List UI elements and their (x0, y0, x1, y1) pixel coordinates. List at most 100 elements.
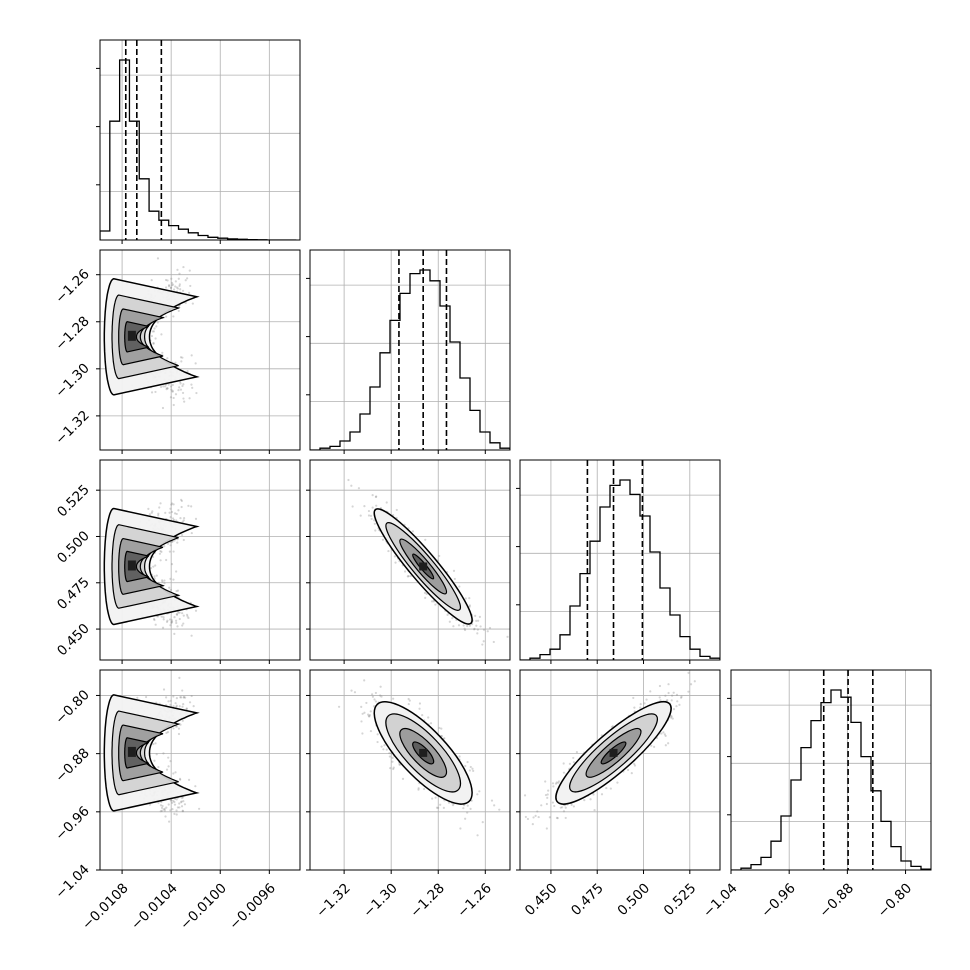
scatter-point (391, 760, 394, 763)
scatter-point (181, 624, 184, 627)
scatter-point (174, 702, 177, 705)
scatter-point (173, 616, 176, 619)
scatter-point (183, 400, 186, 403)
scatter-point (616, 781, 619, 784)
scatter-point (645, 698, 648, 701)
scatter-point (163, 807, 166, 810)
scatter-point (169, 703, 172, 706)
scatter-point (664, 744, 667, 747)
scatter-point (166, 357, 169, 360)
scatter-point (190, 634, 193, 637)
scatter-point (466, 811, 469, 814)
scatter-point (180, 796, 183, 799)
scatter-point (393, 555, 397, 558)
scatter-point (592, 793, 595, 796)
scatter-point (431, 797, 434, 800)
scatter-point (176, 268, 179, 271)
scatter-point (170, 385, 173, 388)
scatter-point (177, 509, 180, 512)
scatter-point (150, 334, 154, 338)
scatter-point (466, 624, 469, 628)
scatter-point (680, 696, 683, 699)
scatter-point (463, 627, 466, 630)
scatter-point (472, 769, 475, 772)
scatter-point (170, 620, 173, 623)
scatter-point (547, 789, 550, 792)
scatter-point (157, 512, 160, 515)
scatter-point (195, 391, 198, 395)
scatter-point (373, 519, 376, 522)
scatter-point (166, 279, 169, 282)
scatter-point (162, 616, 165, 619)
scatter-point (191, 386, 194, 389)
scatter-point (379, 685, 382, 688)
scatter-point (424, 596, 427, 600)
scatter-point (157, 765, 160, 769)
scatter-point (438, 726, 441, 730)
scatter-point (434, 603, 437, 606)
scatter-point (370, 517, 373, 521)
scatter-point (159, 502, 162, 505)
scatter-point (464, 597, 467, 600)
scatter-point (425, 592, 428, 596)
scatter-point (385, 748, 388, 751)
scatter-point (179, 696, 182, 699)
scatter-point (663, 733, 666, 736)
scatter-point (171, 389, 174, 393)
scatter-point (417, 787, 420, 790)
scatter-point (161, 351, 164, 354)
scatter-point (488, 626, 492, 630)
scatter-point (181, 705, 184, 708)
scatter-point (531, 823, 534, 826)
density-peak (609, 748, 618, 757)
scatter-point (176, 806, 180, 809)
scatter-point (161, 580, 164, 583)
scatter-point (347, 478, 350, 482)
axes-frame (519, 669, 721, 871)
scatter-point (432, 600, 435, 603)
scatter-point (170, 563, 174, 566)
scatter-panel-1-3 (306, 669, 511, 874)
scatter-point (532, 816, 535, 819)
scatter-point (609, 787, 612, 790)
scatter-point (162, 752, 165, 755)
scatter-point (157, 514, 160, 517)
scatter-point (562, 810, 566, 813)
scatter-point (371, 695, 375, 698)
scatter-point (632, 696, 635, 700)
scatter-point (555, 781, 558, 784)
scatter-point (172, 578, 175, 581)
scatter-point (434, 796, 437, 799)
scatter-point (165, 731, 168, 734)
scatter-point (163, 809, 166, 812)
scatter-point (464, 764, 467, 768)
scatter-point (178, 802, 181, 805)
scatter-point (545, 802, 548, 806)
scatter-point (178, 272, 181, 275)
scatter-point (633, 706, 636, 709)
scatter-point (172, 288, 176, 291)
scatter-point (157, 801, 160, 804)
scatter-point (182, 516, 186, 520)
scatter-point (175, 725, 179, 728)
scatter-point (363, 505, 366, 508)
scatter-point (407, 575, 410, 578)
scatter-point (369, 514, 373, 517)
scatter-point (658, 684, 662, 688)
scatter-point (462, 807, 465, 810)
scatter-point (478, 790, 481, 793)
scatter-point (169, 396, 173, 399)
scatter-point (173, 803, 177, 806)
scatter-point (630, 772, 633, 775)
scatter-point (175, 704, 178, 707)
scatter-point (481, 821, 484, 824)
scatter-point (367, 715, 371, 718)
axes-frame (99, 669, 301, 871)
scatter-point (664, 694, 667, 697)
scatter-point (176, 625, 179, 628)
scatter-point (466, 804, 469, 807)
scatter-point (153, 759, 156, 762)
scatter-point (169, 515, 172, 519)
histogram-panel-3 (727, 669, 932, 874)
scatter-point (182, 265, 185, 269)
